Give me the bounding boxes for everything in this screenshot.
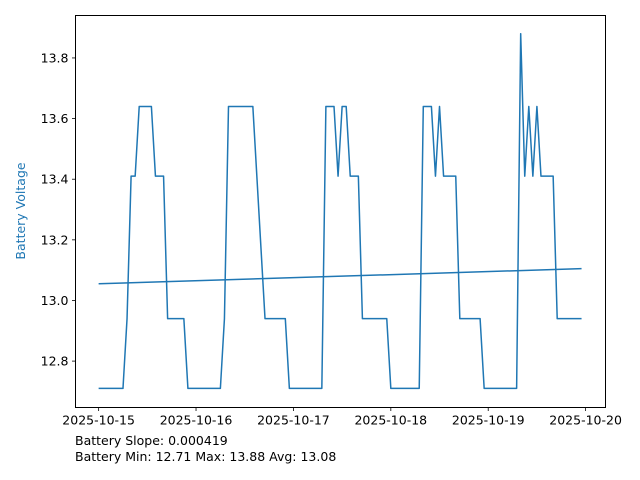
y-tick-label: 13.4 [41, 172, 69, 187]
y-tick-label: 13.8 [41, 50, 69, 65]
battery-voltage-line [98, 32, 582, 390]
y-tick-label: 13.0 [41, 293, 69, 308]
y-tick-label: 13.6 [41, 111, 69, 126]
battery-slope-text: Battery Slope: 0.000419 [75, 433, 228, 448]
x-tick-label: 2025-10-20 [549, 413, 622, 428]
x-tick-label: 2025-10-18 [354, 413, 427, 428]
x-tick-label: 2025-10-15 [62, 413, 135, 428]
x-tick-label: 2025-10-19 [452, 413, 525, 428]
y-axis-label: Battery Voltage [13, 162, 28, 259]
plot-area-frame [75, 15, 606, 408]
battery-stats-text: Battery Min: 12.71 Max: 13.88 Avg: 13.08 [75, 449, 337, 464]
y-tick-label: 12.8 [41, 354, 69, 369]
x-tick-label: 2025-10-16 [160, 413, 233, 428]
y-tick-label: 13.2 [41, 232, 69, 247]
x-tick-label: 2025-10-17 [257, 413, 330, 428]
trend-line [98, 267, 582, 285]
